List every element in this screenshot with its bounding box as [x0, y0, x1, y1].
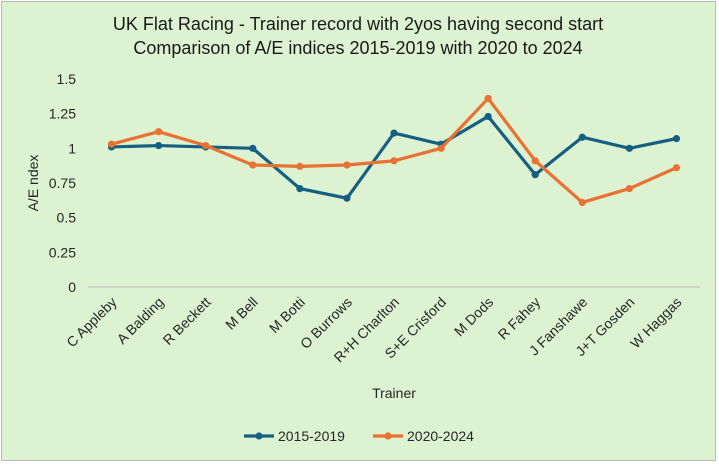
- data-point: [390, 129, 398, 137]
- y-tick-label: 1: [68, 140, 76, 156]
- y-tick-label: 0.75: [49, 175, 76, 191]
- data-point: [578, 198, 586, 207]
- x-tick-label: M Botti: [266, 294, 308, 336]
- data-point: [107, 140, 116, 148]
- data-point: [531, 157, 539, 165]
- x-tick-label: M Dods: [451, 294, 496, 339]
- x-axis-title: Trainer: [372, 385, 416, 401]
- y-tick-label: 1.25: [49, 106, 76, 122]
- data-point: [484, 112, 492, 121]
- data-point: [672, 164, 681, 172]
- data-point: [296, 162, 304, 170]
- data-point: [155, 128, 163, 136]
- data-point: [390, 157, 398, 165]
- x-tick-label: R Fahey: [495, 294, 544, 343]
- y-tick-label: 0.5: [57, 210, 77, 226]
- data-point: [343, 161, 351, 169]
- chart-subtitle: Comparison of A/E indices 2015-2019 with…: [133, 38, 582, 58]
- y-tick-label: 1.5: [57, 71, 77, 87]
- legend-marker: [255, 432, 263, 440]
- data-point: [343, 194, 351, 202]
- legend: 2015-2019 2020-2024: [244, 428, 474, 444]
- x-tick-label: C Appleby: [63, 294, 119, 350]
- legend-marker: [384, 432, 392, 440]
- x-tick-label: W Haggas: [627, 294, 685, 352]
- data-point: [625, 184, 633, 193]
- data-point: [249, 144, 257, 152]
- data-point: [249, 161, 257, 169]
- data-point: [437, 144, 445, 152]
- series-line: [109, 96, 679, 205]
- data-point: [296, 184, 304, 193]
- y-tick-label: 0.25: [49, 244, 76, 260]
- data-point: [531, 171, 539, 179]
- legend-label: 2015-2019: [278, 428, 345, 444]
- x-tick-label: R Beckett: [160, 294, 214, 348]
- y-axis-ticks: 0 0.25 0.5 0.75 1 1.25 1.5: [49, 71, 76, 295]
- data-point: [202, 141, 210, 150]
- series-group: [107, 94, 681, 207]
- data-point: [484, 94, 492, 103]
- data-point: [155, 141, 163, 150]
- chart-title: UK Flat Racing - Trainer record with 2yo…: [113, 14, 603, 34]
- y-axis-title: A/E ndex: [25, 155, 41, 212]
- x-tick-label: A Balding: [114, 294, 167, 347]
- data-point: [625, 144, 633, 152]
- data-point: [672, 135, 681, 143]
- series-1: [107, 94, 681, 207]
- x-tick-label: M Bell: [222, 294, 261, 333]
- data-point: [578, 133, 586, 141]
- legend-label: 2020-2024: [407, 428, 474, 444]
- y-tick-label: 0: [68, 279, 76, 295]
